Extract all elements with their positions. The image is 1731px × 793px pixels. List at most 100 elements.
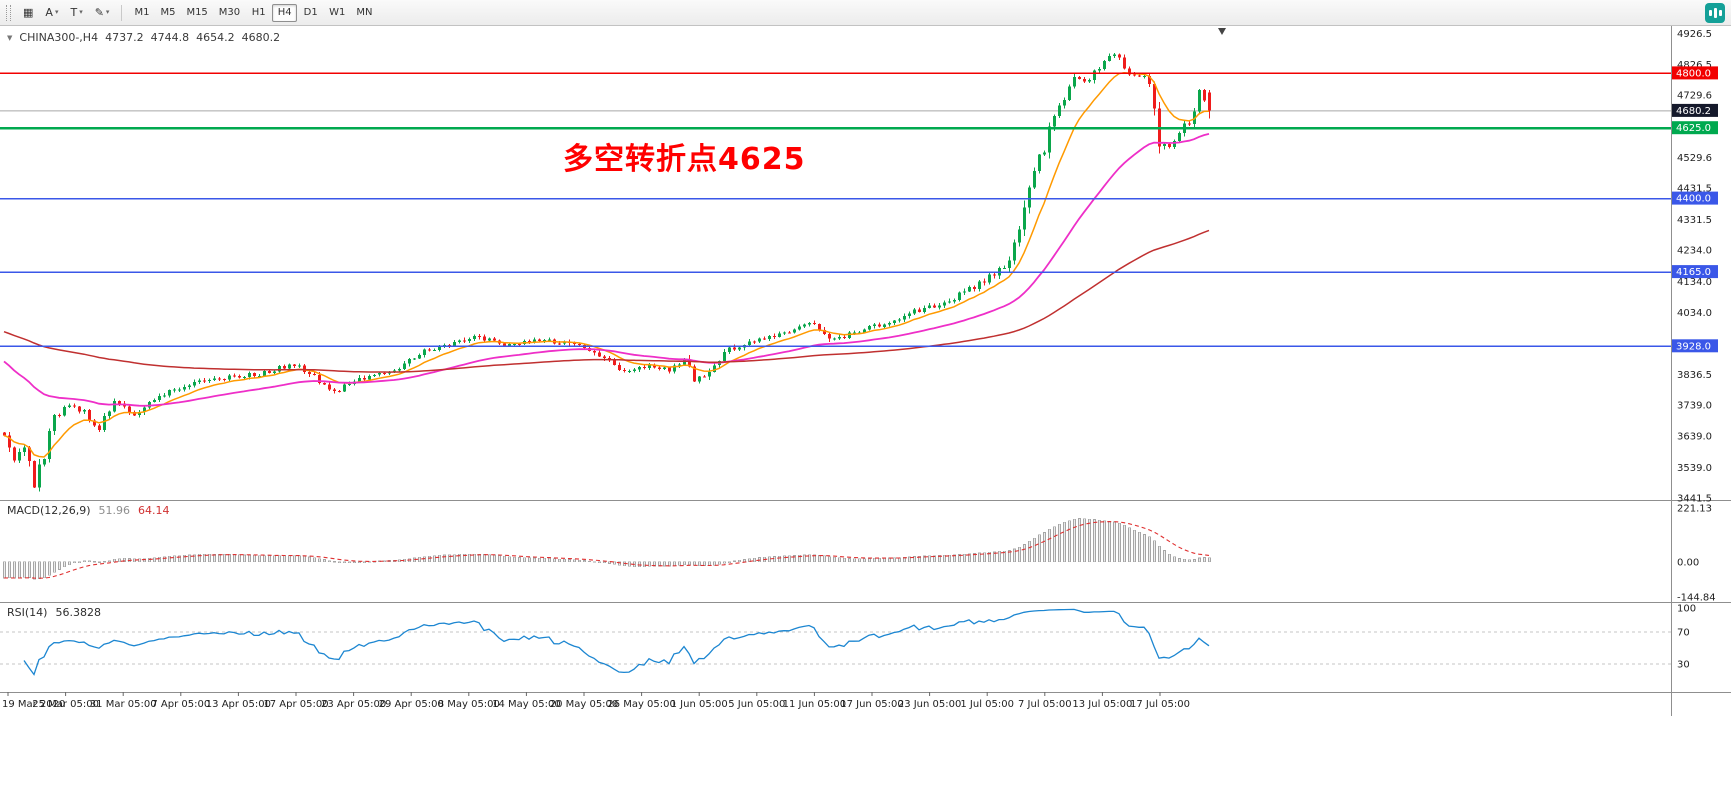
draw-tool-icon-glyph: ✎ <box>94 6 104 19</box>
rsi-line <box>23 608 1210 676</box>
macd-signal-line <box>3 521 1210 579</box>
price-tag-3928.0[interactable]: 3928.0 <box>1672 339 1718 353</box>
svg-text:4729.6: 4729.6 <box>1677 91 1712 102</box>
svg-text:3836.5: 3836.5 <box>1677 370 1712 381</box>
svg-text:13 Apr 05:00: 13 Apr 05:00 <box>206 699 271 710</box>
ma-medium-line[interactable] <box>3 133 1210 407</box>
draw-tool-icon[interactable]: ✎ ▾ <box>90 3 115 23</box>
brand-glyph <box>1718 9 1722 16</box>
symbol-name: CHINA300-,H4 <box>19 31 99 44</box>
rsi-value: 56.3828 <box>55 606 101 619</box>
svg-text:0.00: 0.00 <box>1677 557 1699 568</box>
text-tool-icon[interactable]: T ▾ <box>65 3 87 23</box>
new-chart-icon[interactable]: ▦ <box>18 3 38 23</box>
svg-text:26 May 05:00: 26 May 05:00 <box>607 699 676 710</box>
toolbar-drag-handle[interactable] <box>6 4 11 21</box>
svg-text:221.13: 221.13 <box>1677 503 1712 514</box>
toolbar-left-icons: ▦ A ▾ T ▾ ✎ ▾ <box>18 3 114 23</box>
brand-glyph <box>1708 9 1712 16</box>
svg-text:4034.0: 4034.0 <box>1677 308 1712 319</box>
svg-text:23 Apr 05:00: 23 Apr 05:00 <box>321 699 386 710</box>
svg-text:17 Apr 05:00: 17 Apr 05:00 <box>263 699 328 710</box>
macd-name: MACD(12,26,9) <box>7 504 91 517</box>
svg-text:4134.0: 4134.0 <box>1677 277 1712 288</box>
price-tag-4165.0[interactable]: 4165.0 <box>1672 265 1718 279</box>
svg-text:4400.0: 4400.0 <box>1676 194 1711 205</box>
macd-axis[interactable]: 221.13 0.00 -144.84 <box>1677 503 1716 603</box>
tf-button-m15[interactable]: M15 <box>181 4 212 22</box>
macd-label: MACD(12,26,9) 51.96 64.14 <box>7 504 170 517</box>
price-axis[interactable]: 4926.5 4826.5 4729.6 4529.6 4431.5 4331.5 4234… <box>1677 29 1712 505</box>
symbol-info-bar: ▼ CHINA300-,H4 4737.2 4744.8 4654.2 4680… <box>7 31 280 44</box>
svg-text:3639.0: 3639.0 <box>1677 432 1712 443</box>
price-tag-4800.0[interactable]: 4800.0 <box>1672 66 1718 80</box>
cursor-tool-icon[interactable]: A ▾ <box>40 3 63 23</box>
svg-text:3441.5: 3441.5 <box>1677 494 1712 505</box>
ma-slow-line[interactable] <box>3 229 1210 373</box>
macd-histogram <box>3 518 1211 580</box>
text-tool-icon-glyph: T <box>70 6 78 19</box>
rsi-axis[interactable]: 100 70 30 <box>1677 604 1696 671</box>
svg-text:3739.0: 3739.0 <box>1677 400 1712 411</box>
tf-button-h4[interactable]: H4 <box>272 3 298 22</box>
svg-text:13 Jul 05:00: 13 Jul 05:00 <box>1072 699 1132 710</box>
price-tag-4400.0[interactable]: 4400.0 <box>1672 191 1718 205</box>
svg-text:4800.0: 4800.0 <box>1676 68 1711 79</box>
svg-text:4529.6: 4529.6 <box>1677 153 1712 164</box>
tf-button-mn[interactable]: MN <box>351 4 377 22</box>
svg-text:17 Jun 05:00: 17 Jun 05:00 <box>840 699 904 710</box>
tf-button-d1[interactable]: D1 <box>298 4 323 22</box>
current-price-tag[interactable]: 4680.2 <box>1672 103 1718 117</box>
svg-text:4625.0: 4625.0 <box>1676 123 1711 134</box>
svg-text:5 Jun 05:00: 5 Jun 05:00 <box>728 699 785 710</box>
ohlc-open: 4737.2 <box>105 31 144 44</box>
macd-signal-value: 64.14 <box>138 504 170 517</box>
rsi-name: RSI(14) <box>7 606 48 619</box>
dropdown-caret-icon: ▾ <box>79 8 83 16</box>
tf-button-m30[interactable]: M30 <box>214 4 245 22</box>
svg-text:1 Jun 05:00: 1 Jun 05:00 <box>671 699 728 710</box>
brand-glyph <box>1713 7 1717 18</box>
shift-marker-icon <box>1218 28 1226 35</box>
tf-button-w1[interactable]: W1 <box>324 4 350 22</box>
svg-text:14 May 05:00: 14 May 05:00 <box>492 699 561 710</box>
svg-text:4234.0: 4234.0 <box>1677 246 1712 257</box>
svg-text:20 May 05:00: 20 May 05:00 <box>550 699 619 710</box>
ohlc-low: 4654.2 <box>196 31 235 44</box>
svg-text:11 Jun 05:00: 11 Jun 05:00 <box>783 699 847 710</box>
tf-button-m1[interactable]: M1 <box>129 4 154 22</box>
annotation-text: 多空转折点4625 <box>563 142 806 177</box>
tf-button-h1[interactable]: H1 <box>246 4 271 22</box>
svg-text:25 Mar 05:00: 25 Mar 05:00 <box>32 699 99 710</box>
collapse-icon[interactable]: ▼ <box>7 33 13 42</box>
svg-text:3539.0: 3539.0 <box>1677 463 1712 474</box>
dropdown-caret-icon: ▾ <box>105 8 110 16</box>
svg-text:17 Jul 05:00: 17 Jul 05:00 <box>1130 699 1190 710</box>
svg-text:30: 30 <box>1677 660 1690 671</box>
svg-text:4165.0: 4165.0 <box>1676 267 1711 278</box>
svg-text:1 Jul 05:00: 1 Jul 05:00 <box>960 699 1014 710</box>
svg-text:100: 100 <box>1677 604 1696 615</box>
svg-text:-144.84: -144.84 <box>1677 593 1716 604</box>
ma-fast-line[interactable] <box>3 71 1210 458</box>
svg-text:29 Apr 05:00: 29 Apr 05:00 <box>379 699 444 710</box>
svg-text:70: 70 <box>1677 628 1690 639</box>
tf-button-m5[interactable]: M5 <box>155 4 180 22</box>
svg-text:4431.5: 4431.5 <box>1677 184 1712 195</box>
svg-text:31 Mar 05:00: 31 Mar 05:00 <box>90 699 157 710</box>
price-tag-4625.0[interactable]: 4625.0 <box>1672 121 1718 135</box>
svg-text:4680.2: 4680.2 <box>1676 106 1711 117</box>
top-toolbar: ▦ A ▾ T ▾ ✎ ▾ M1 M5 M15 M30 H1 H4 D1 W1 MN <box>0 0 1731 26</box>
svg-text:4926.5: 4926.5 <box>1677 29 1712 40</box>
rsi-label: RSI(14) 56.3828 <box>7 606 101 619</box>
app-brand-icon[interactable] <box>1705 2 1725 23</box>
svg-text:3928.0: 3928.0 <box>1676 341 1711 352</box>
svg-text:4826.5: 4826.5 <box>1677 60 1712 71</box>
svg-text:8 May 05:00: 8 May 05:00 <box>438 699 500 710</box>
new-chart-icon-glyph: ▦ <box>23 6 34 19</box>
svg-text:7 Apr 05:00: 7 Apr 05:00 <box>151 699 210 710</box>
dropdown-caret-icon: ▾ <box>54 8 59 16</box>
